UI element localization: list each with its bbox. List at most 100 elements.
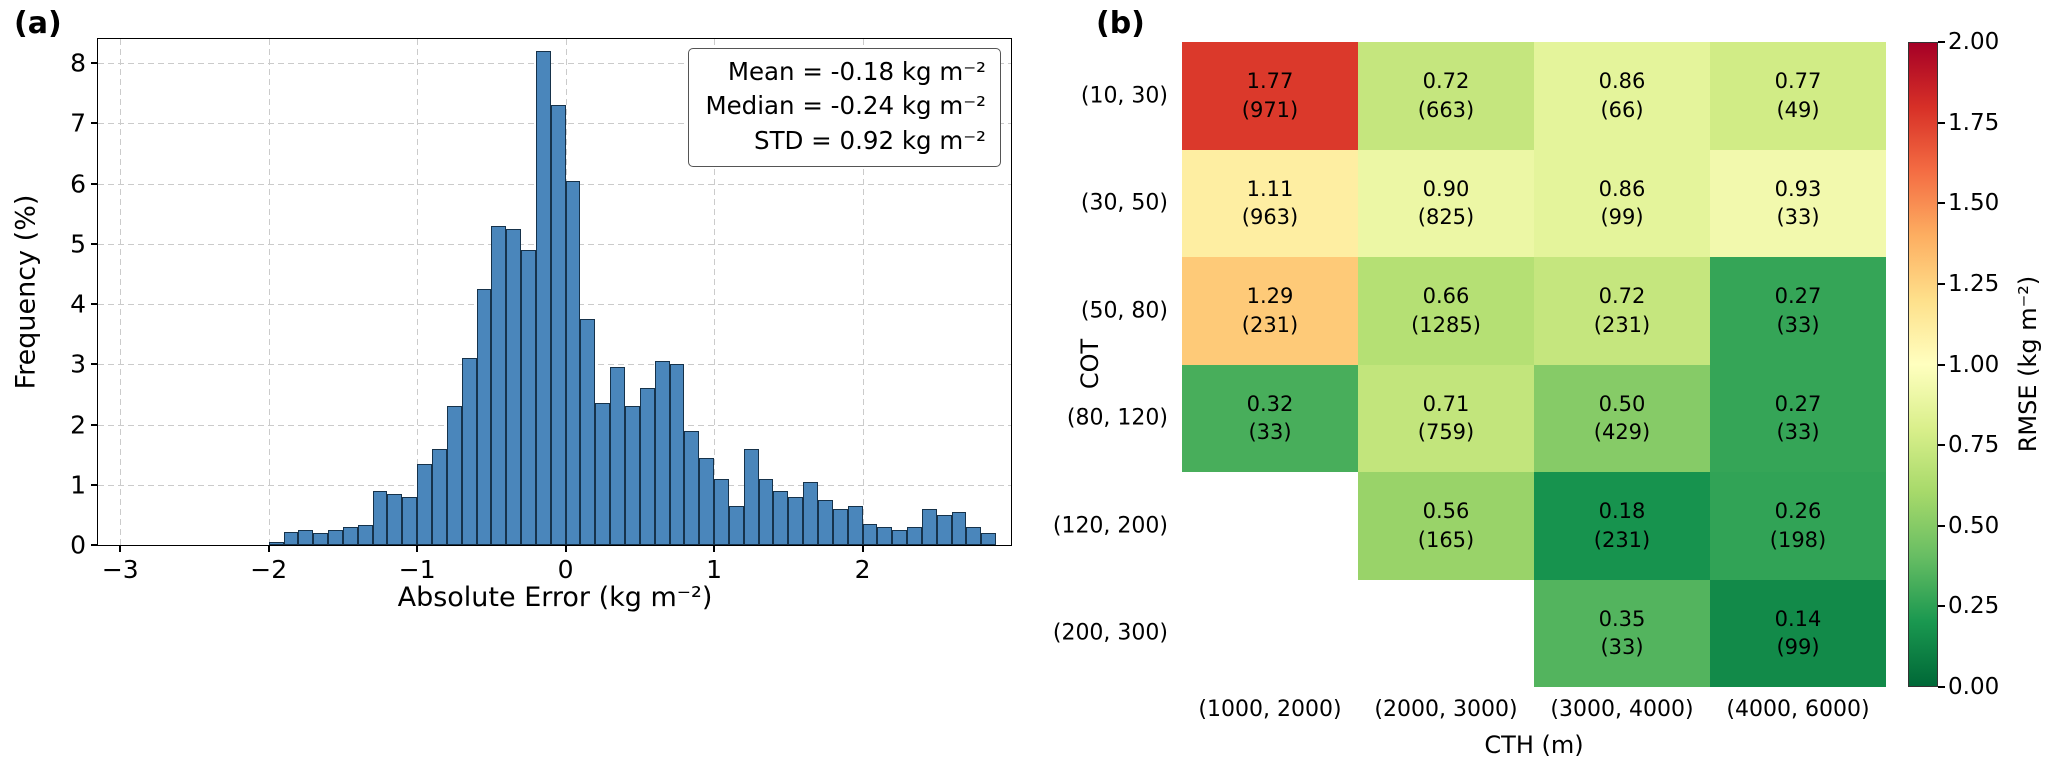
colorbar-tick-label: 0.75: [1948, 432, 2000, 459]
histogram-bar: [728, 505, 744, 545]
colorbar-tick-label: 0.50: [1948, 512, 2000, 539]
heatmap-cell: 0.72 (231): [1534, 257, 1710, 365]
y-tick: [91, 423, 98, 426]
stat-std: STD = 0.92 kg m⁻²: [754, 125, 986, 155]
histogram-bar: [684, 430, 700, 545]
histogram-bar: [936, 514, 952, 545]
grid-line-vertical: [120, 39, 122, 545]
colorbar-tick-label: 2.00: [1948, 29, 2000, 55]
y-tick: [91, 483, 98, 486]
colorbar-tick: [1938, 41, 1945, 43]
heatmap-cell-count: (971): [1241, 97, 1299, 122]
histogram-bar: [521, 249, 536, 545]
colorbar-label: RMSE (kg m⁻²): [2014, 275, 2042, 453]
histogram-bar: [580, 319, 596, 545]
histogram-bar: [565, 180, 581, 545]
colorbar-tick: [1938, 282, 1945, 285]
heatmap-cell-value: 0.72: [1422, 69, 1470, 94]
heatmap-plot-area: 1.77 (971) 0.72 (663) 0.86 (66) 0.77 (49) 1.11 (9…: [1182, 42, 1886, 687]
heatmap-cell: [1182, 579, 1358, 687]
heatmap-cell-count: (825): [1417, 205, 1475, 230]
colorbar-tick: [1938, 444, 1945, 447]
histogram-bar: [847, 505, 863, 545]
y-tick-label: 7: [70, 108, 86, 138]
heatmap-cell: 0.71 (759): [1358, 364, 1534, 472]
x-tick-label: 1: [706, 555, 723, 584]
heatmap-row-label: (200, 300): [1052, 620, 1168, 646]
heatmap-cell: 0.14 (99): [1710, 579, 1886, 687]
heatmap-cell: 0.72 (663): [1358, 42, 1534, 150]
heatmap-cell: 0.26 (198): [1710, 472, 1886, 580]
heatmap-cell-value: 0.32: [1246, 391, 1294, 416]
histogram-bar: [357, 525, 373, 545]
heatmap-cell-count: (99): [1600, 205, 1644, 230]
histogram-bar: [417, 463, 433, 545]
y-tick-label: 6: [70, 169, 86, 199]
y-tick-label: 5: [70, 229, 86, 259]
x-tick: [267, 545, 270, 552]
heatmap-cell-count: (33): [1248, 420, 1292, 445]
colorbar-tick-label: 1.50: [1948, 190, 2000, 217]
heatmap-cell-count: (99): [1776, 635, 1820, 660]
histogram-bar: [862, 523, 878, 545]
heatmap-cell-count: (33): [1776, 312, 1820, 337]
heatmap-cell-value: 0.35: [1598, 606, 1646, 631]
histogram-bar: [966, 526, 982, 545]
histogram-bar: [342, 526, 358, 545]
histogram-bar: [491, 225, 507, 545]
heatmap-cell: 0.50 (429): [1534, 364, 1710, 472]
histogram-bar: [535, 51, 551, 545]
colorbar-tick: [1938, 363, 1945, 366]
histogram-bar: [402, 496, 418, 545]
heatmap-cell-count: (663): [1417, 97, 1475, 122]
y-tick-label: 8: [70, 48, 86, 78]
heatmap-cell-count: (33): [1600, 635, 1644, 660]
y-tick: [91, 122, 98, 125]
y-tick-label: 3: [70, 349, 86, 379]
grid-line-vertical: [417, 39, 419, 545]
heatmap-cell: 0.56 (165): [1358, 472, 1534, 580]
heatmap-cell: 0.27 (33): [1710, 364, 1886, 472]
heatmap-col-label: (4000, 6000): [1726, 697, 1870, 722]
histogram-bar: [669, 364, 685, 545]
heatmap-cell: [1182, 472, 1358, 580]
x-tick: [564, 545, 567, 552]
grid-line-vertical: [714, 39, 716, 545]
histogram-plot-area: Mean = -0.18 kg m⁻² Median = -0.24 kg m⁻…: [70, 38, 1012, 584]
histogram-bar: [788, 496, 804, 545]
histogram-bar: [699, 457, 715, 545]
y-tick-label: 1: [70, 470, 86, 500]
x-tick-label: −1: [398, 555, 436, 584]
histogram-bar: [550, 105, 566, 545]
heatmap-cell: 0.32 (33): [1182, 364, 1358, 472]
x-tick: [416, 545, 419, 552]
heatmap-cell: 1.29 (231): [1182, 257, 1358, 365]
histogram-bar: [714, 478, 729, 545]
histogram-bar: [328, 529, 343, 545]
heatmap-cell: 1.77 (971): [1182, 42, 1358, 150]
histogram-bar: [773, 490, 789, 545]
heatmap-cell-count: (963): [1241, 205, 1299, 230]
y-tick-label: 0: [70, 530, 86, 560]
histogram-bar: [818, 499, 833, 545]
heatmap-row-label: (120, 200): [1052, 513, 1168, 539]
heatmap-cell-value: 0.71: [1422, 391, 1470, 416]
histogram-bar: [446, 406, 462, 545]
histogram-bar: [654, 361, 670, 545]
heatmap-cell-count: (165): [1417, 527, 1475, 552]
heatmap-cell-value: 1.29: [1246, 284, 1294, 309]
heatmap-cell-value: 0.56: [1422, 499, 1470, 524]
heatmap-cell-count: (33): [1776, 420, 1820, 445]
histogram-bar: [432, 448, 447, 545]
heatmap-cell: 0.86 (99): [1534, 149, 1710, 257]
histogram-bar: [877, 526, 893, 545]
histogram-bar: [372, 490, 388, 545]
heatmap-cell-count: (759): [1417, 420, 1475, 445]
colorbar-tick-label: 0.25: [1948, 593, 2000, 620]
heatmap-cell-value: 0.66: [1422, 284, 1470, 309]
grid-line-vertical: [862, 39, 864, 545]
histogram-bar: [758, 478, 774, 545]
heatmap-cell-count: (231): [1593, 527, 1651, 552]
heatmap-cell-count: (66): [1600, 97, 1644, 122]
heatmap-cell: 0.18 (231): [1534, 472, 1710, 580]
